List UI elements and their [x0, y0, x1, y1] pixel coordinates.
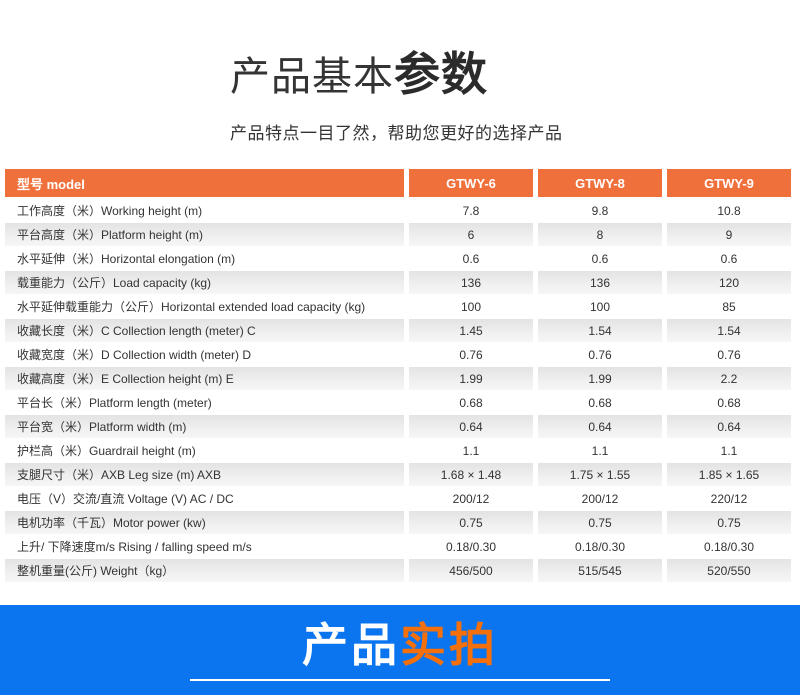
table-row: 收藏长度（米）C Collection length (meter) C 1.4… — [5, 319, 791, 342]
table-row: 水平延伸载重能力（公斤）Horizontal extended load cap… — [5, 295, 791, 318]
table-row: 工作高度（米）Working height (m) 7.8 9.8 10.8 — [5, 199, 791, 222]
header-cell-model: 型号 model — [5, 169, 404, 197]
row-value: 0.64 — [538, 415, 662, 438]
row-value: 0.75 — [667, 511, 791, 534]
row-value: 1.45 — [409, 319, 533, 342]
row-value: 200/12 — [538, 487, 662, 510]
row-label: 水平延伸载重能力（公斤）Horizontal extended load cap… — [5, 295, 404, 318]
table-row: 收藏宽度（米）D Collection width (meter) D 0.76… — [5, 343, 791, 366]
row-label: 电压（V）交流/直流 Voltage (V) AC / DC — [5, 487, 404, 510]
row-label: 收藏高度（米）E Collection height (m) E — [5, 367, 404, 390]
row-value: 0.64 — [409, 415, 533, 438]
page-title-regular: 产品基本 — [230, 55, 394, 99]
row-label: 平台长（米）Platform length (meter) — [5, 391, 404, 414]
row-value: 0.64 — [667, 415, 791, 438]
footer-banner-text-orange: 实拍 — [400, 618, 498, 671]
footer-banner-text-white: 产品 — [302, 618, 400, 671]
page-subtitle: 产品特点一目了然，帮助您更好的选择产品 — [230, 124, 563, 143]
row-value: 0.68 — [409, 391, 533, 414]
row-value: 1.85 × 1.65 — [667, 463, 791, 486]
row-value: 120 — [667, 271, 791, 294]
table-row: 护栏高（米）Guardrail height (m) 1.1 1.1 1.1 — [5, 439, 791, 462]
row-label: 载重能力（公斤）Load capacity (kg) — [5, 271, 404, 294]
row-value: 0.75 — [538, 511, 662, 534]
row-value: 9 — [667, 223, 791, 246]
row-value: 2.2 — [667, 367, 791, 390]
row-value: 6 — [409, 223, 533, 246]
row-value: 136 — [409, 271, 533, 294]
row-value: 1.1 — [409, 439, 533, 462]
row-label: 上升/ 下降速度m/s Rising / falling speed m/s — [5, 535, 404, 558]
spec-table: 型号 model GTWY-6 GTWY-8 GTWY-9 工作高度（米）Wor… — [5, 169, 791, 582]
footer-banner: 产品实拍 — [0, 605, 800, 695]
page-title: 产品基本参数 — [230, 50, 800, 110]
row-value: 0.6 — [538, 247, 662, 270]
footer-banner-title: 产品实拍 — [302, 620, 498, 670]
row-value: 100 — [538, 295, 662, 318]
row-value: 0.75 — [409, 511, 533, 534]
row-value: 1.75 × 1.55 — [538, 463, 662, 486]
row-value: 0.76 — [409, 343, 533, 366]
row-value: 7.8 — [409, 199, 533, 222]
table-row: 上升/ 下降速度m/s Rising / falling speed m/s 0… — [5, 535, 791, 558]
row-value: 1.99 — [538, 367, 662, 390]
title-block: 产品基本参数 产品特点一目了然，帮助您更好的选择产品 — [0, 0, 800, 144]
row-value: 1.68 × 1.48 — [409, 463, 533, 486]
table-row: 电机功率（千瓦）Motor power (kw) 0.75 0.75 0.75 — [5, 511, 791, 534]
page-title-bold: 参数 — [394, 48, 488, 100]
row-value: 1.99 — [409, 367, 533, 390]
row-value: 10.8 — [667, 199, 791, 222]
row-label: 收藏宽度（米）D Collection width (meter) D — [5, 343, 404, 366]
table-row: 支腿尺寸（米）AXB Leg size (m) AXB 1.68 × 1.48 … — [5, 463, 791, 486]
row-value: 0.76 — [538, 343, 662, 366]
row-value: 0.18/0.30 — [409, 535, 533, 558]
row-label: 电机功率（千瓦）Motor power (kw) — [5, 511, 404, 534]
row-value: 100 — [409, 295, 533, 318]
table-row: 水平延伸（米）Horizontal elongation (m) 0.6 0.6… — [5, 247, 791, 270]
row-label: 平台高度（米）Platform height (m) — [5, 223, 404, 246]
row-value: 85 — [667, 295, 791, 318]
spec-table-body: 工作高度（米）Working height (m) 7.8 9.8 10.8 平… — [5, 199, 791, 582]
table-row: 平台长（米）Platform length (meter) 0.68 0.68 … — [5, 391, 791, 414]
row-value: 200/12 — [409, 487, 533, 510]
row-value: 8 — [538, 223, 662, 246]
header-cell-gtwy6: GTWY-6 — [409, 169, 533, 197]
row-value: 1.54 — [538, 319, 662, 342]
table-row: 整机重量(公斤) Weight（kg） 456/500 515/545 520/… — [5, 559, 791, 582]
banner-underline — [190, 678, 610, 681]
row-value: 0.6 — [409, 247, 533, 270]
row-value: 520/550 — [667, 559, 791, 582]
row-value: 515/545 — [538, 559, 662, 582]
table-row: 平台宽（米）Platform width (m) 0.64 0.64 0.64 — [5, 415, 791, 438]
row-value: 456/500 — [409, 559, 533, 582]
row-label: 平台宽（米）Platform width (m) — [5, 415, 404, 438]
row-value: 1.1 — [538, 439, 662, 462]
row-label: 支腿尺寸（米）AXB Leg size (m) AXB — [5, 463, 404, 486]
row-label: 水平延伸（米）Horizontal elongation (m) — [5, 247, 404, 270]
row-value: 0.76 — [667, 343, 791, 366]
row-value: 1.1 — [667, 439, 791, 462]
row-value: 0.68 — [538, 391, 662, 414]
table-row: 收藏高度（米）E Collection height (m) E 1.99 1.… — [5, 367, 791, 390]
row-value: 136 — [538, 271, 662, 294]
row-label: 工作高度（米）Working height (m) — [5, 199, 404, 222]
row-value: 9.8 — [538, 199, 662, 222]
table-row: 载重能力（公斤）Load capacity (kg) 136 136 120 — [5, 271, 791, 294]
row-value: 0.68 — [667, 391, 791, 414]
spec-table-header: 型号 model GTWY-6 GTWY-8 GTWY-9 — [5, 169, 791, 197]
table-row: 电压（V）交流/直流 Voltage (V) AC / DC 200/12 20… — [5, 487, 791, 510]
table-row: 平台高度（米）Platform height (m) 6 8 9 — [5, 223, 791, 246]
row-value: 0.18/0.30 — [538, 535, 662, 558]
row-value: 220/12 — [667, 487, 791, 510]
header-cell-gtwy9: GTWY-9 — [667, 169, 791, 197]
row-label: 收藏长度（米）C Collection length (meter) C — [5, 319, 404, 342]
row-value: 0.6 — [667, 247, 791, 270]
row-value: 0.18/0.30 — [667, 535, 791, 558]
row-label: 护栏高（米）Guardrail height (m) — [5, 439, 404, 462]
row-value: 1.54 — [667, 319, 791, 342]
row-label: 整机重量(公斤) Weight（kg） — [5, 559, 404, 582]
header-cell-gtwy8: GTWY-8 — [538, 169, 662, 197]
